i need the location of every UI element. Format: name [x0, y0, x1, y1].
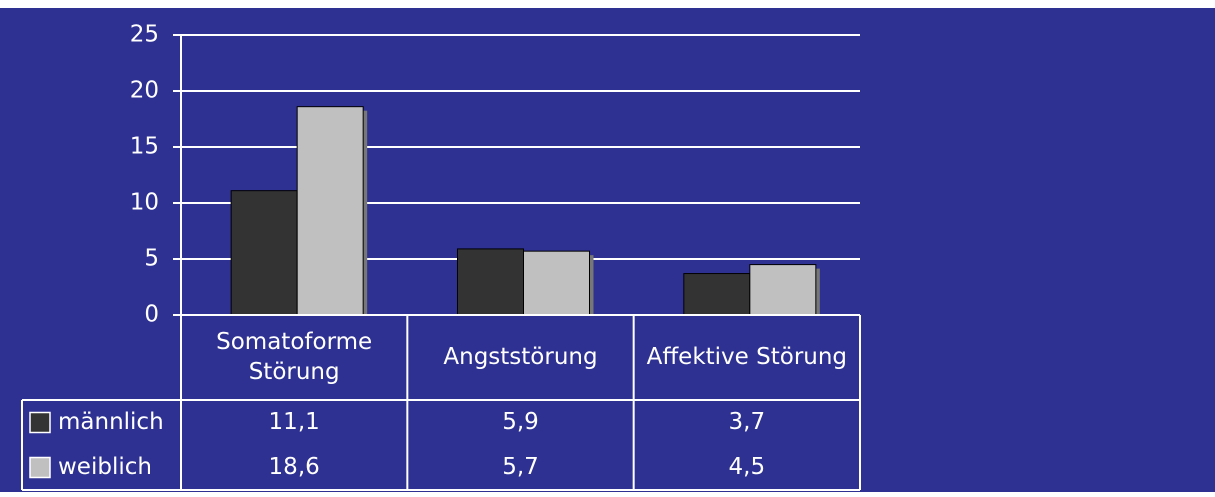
y-tick-label: 20 — [130, 78, 159, 104]
y-tick-label: 5 — [144, 246, 159, 272]
y-tick-label: 0 — [144, 302, 159, 328]
y-tick-label: 10 — [130, 190, 159, 216]
legend-swatch — [29, 411, 51, 434]
legend-label: weiblich — [58, 454, 152, 480]
bar — [749, 264, 817, 316]
table-value: 18,6 — [269, 454, 320, 480]
x-tick-label: Affektive Störung — [646, 343, 848, 370]
bar — [683, 273, 751, 316]
bar — [230, 190, 298, 316]
table-value: 5,9 — [502, 409, 539, 435]
bar — [457, 248, 524, 316]
table-value: 5,7 — [502, 454, 539, 480]
y-tick-label: 15 — [130, 134, 159, 160]
x-tick-label: Angststörung — [443, 343, 598, 370]
background — [0, 8, 1215, 492]
table-value: 3,7 — [729, 409, 766, 435]
table-value: 4,5 — [729, 454, 766, 480]
table-value: 11,1 — [269, 409, 320, 435]
legend-label: männlich — [58, 409, 164, 435]
bar — [523, 250, 590, 316]
x-tick-label: Somatoforme Störung — [216, 328, 373, 385]
bar — [296, 106, 364, 316]
y-tick-label: 25 — [130, 22, 159, 48]
legend-swatch — [29, 456, 51, 479]
